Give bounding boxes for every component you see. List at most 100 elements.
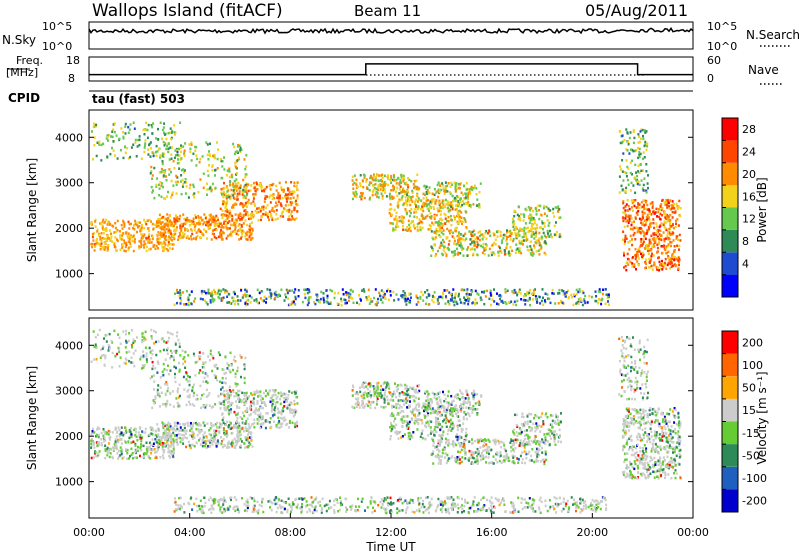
- scatter-cell: [438, 226, 441, 229]
- colorbar-segment: [722, 118, 738, 141]
- scatter-cell: [262, 422, 265, 425]
- scatter-cell: [190, 143, 193, 146]
- scatter-cell: [468, 293, 471, 296]
- scatter-cell: [641, 251, 644, 255]
- scatter-cell: [246, 185, 249, 188]
- scatter-cell: [179, 227, 182, 230]
- scatter-cell: [443, 192, 446, 195]
- scatter-cell: [237, 393, 240, 397]
- scatter-cell: [387, 288, 390, 291]
- scatter-cell: [213, 223, 216, 226]
- scatter-cell: [203, 366, 206, 369]
- scatter-cell: [287, 393, 290, 397]
- scatter-cell: [286, 422, 289, 426]
- scatter-cell: [197, 424, 200, 427]
- scatter-cell: [188, 237, 191, 240]
- scatter-cell: [389, 294, 392, 297]
- scatter-cell: [671, 207, 674, 210]
- scatter-cell: [459, 252, 462, 255]
- scatter-cell: [133, 428, 136, 432]
- scatter-cell: [183, 388, 186, 391]
- scatter-cell: [529, 216, 532, 220]
- scatter-cell: [402, 216, 405, 219]
- scatter-cell: [236, 198, 239, 201]
- scatter-cell: [391, 195, 394, 198]
- scatter-cell: [530, 233, 533, 236]
- scatter-cell: [536, 301, 539, 304]
- scatter-cell: [262, 299, 265, 302]
- scatter-cell: [179, 293, 182, 297]
- scatter-cell: [449, 293, 452, 296]
- scatter-cell: [530, 225, 533, 228]
- scatter-cell: [225, 197, 228, 200]
- scatter-cell: [504, 301, 507, 304]
- scatter-cell: [248, 441, 251, 444]
- scatter-cell: [170, 224, 173, 227]
- scatter-cell: [383, 174, 386, 177]
- scatter-cell: [599, 290, 602, 294]
- scatter-cell: [524, 293, 526, 296]
- scatter-cell: [471, 247, 474, 250]
- scatter-cell: [101, 444, 103, 447]
- scatter-cell: [176, 149, 178, 152]
- scatter-cell: [561, 289, 564, 292]
- scatter-cell: [362, 185, 365, 189]
- scatter-cell: [206, 237, 209, 240]
- scatter-cell: [161, 160, 164, 163]
- scatter-cell: [623, 138, 626, 142]
- scatter-cell: [384, 292, 386, 296]
- scatter-cell: [504, 291, 507, 294]
- scatter-cell: [171, 146, 173, 149]
- scatter-cell: [114, 428, 117, 431]
- scatter-cell: [160, 184, 163, 188]
- scatter-cell: [542, 231, 545, 235]
- scatter-cell: [460, 182, 462, 185]
- scatter-cell: [533, 292, 536, 295]
- scatter-cell: [249, 405, 252, 408]
- scatter-cell: [409, 229, 412, 233]
- scatter-cell: [637, 203, 640, 206]
- scatter-cell: [248, 431, 250, 434]
- scatter-cell: [216, 443, 219, 446]
- scatter-cell: [160, 170, 163, 174]
- scatter-cell: [663, 238, 666, 241]
- scatter-cell: [173, 365, 176, 369]
- scatter-cell: [648, 238, 651, 242]
- scatter-cell: [245, 429, 248, 432]
- scatter-cell: [244, 201, 247, 205]
- scatter-cell: [164, 197, 167, 200]
- scatter-cell: [186, 234, 189, 238]
- scatter-cell: [223, 193, 226, 197]
- scatter-cell: [280, 186, 283, 189]
- scatter-cell: [226, 217, 229, 220]
- scatter-cell: [177, 387, 180, 390]
- scatter-cell: [646, 213, 649, 217]
- scatter-cell: [149, 457, 152, 460]
- scatter-cell: [142, 243, 145, 247]
- scatter-cell: [402, 188, 404, 192]
- scatter-cell: [95, 238, 98, 241]
- scatter-cell: [253, 403, 256, 406]
- scatter-cell: [226, 215, 229, 219]
- scatter-cell: [340, 299, 343, 303]
- scatter-cell: [450, 299, 452, 302]
- scatter-cell: [586, 301, 589, 304]
- scatter-cell: [159, 181, 162, 184]
- scatter-cell: [215, 445, 218, 448]
- scatter-cell: [642, 253, 645, 257]
- scatter-cell: [470, 293, 472, 296]
- scatter-cell: [261, 205, 263, 209]
- scatter-cell: [135, 435, 138, 438]
- scatter-cell: [584, 294, 587, 298]
- scatter-cell: [155, 244, 158, 248]
- scatter-cell: [172, 405, 175, 408]
- scatter-cell: [261, 422, 264, 426]
- scatter-cell: [239, 437, 242, 441]
- scatter-cell: [462, 184, 465, 188]
- scatter-cell: [296, 181, 299, 184]
- scatter-cell: [134, 221, 137, 224]
- scatter-cell: [659, 263, 661, 267]
- scatter-cell: [275, 425, 278, 428]
- scatter-cell: [166, 424, 169, 427]
- scatter-cell: [204, 216, 207, 220]
